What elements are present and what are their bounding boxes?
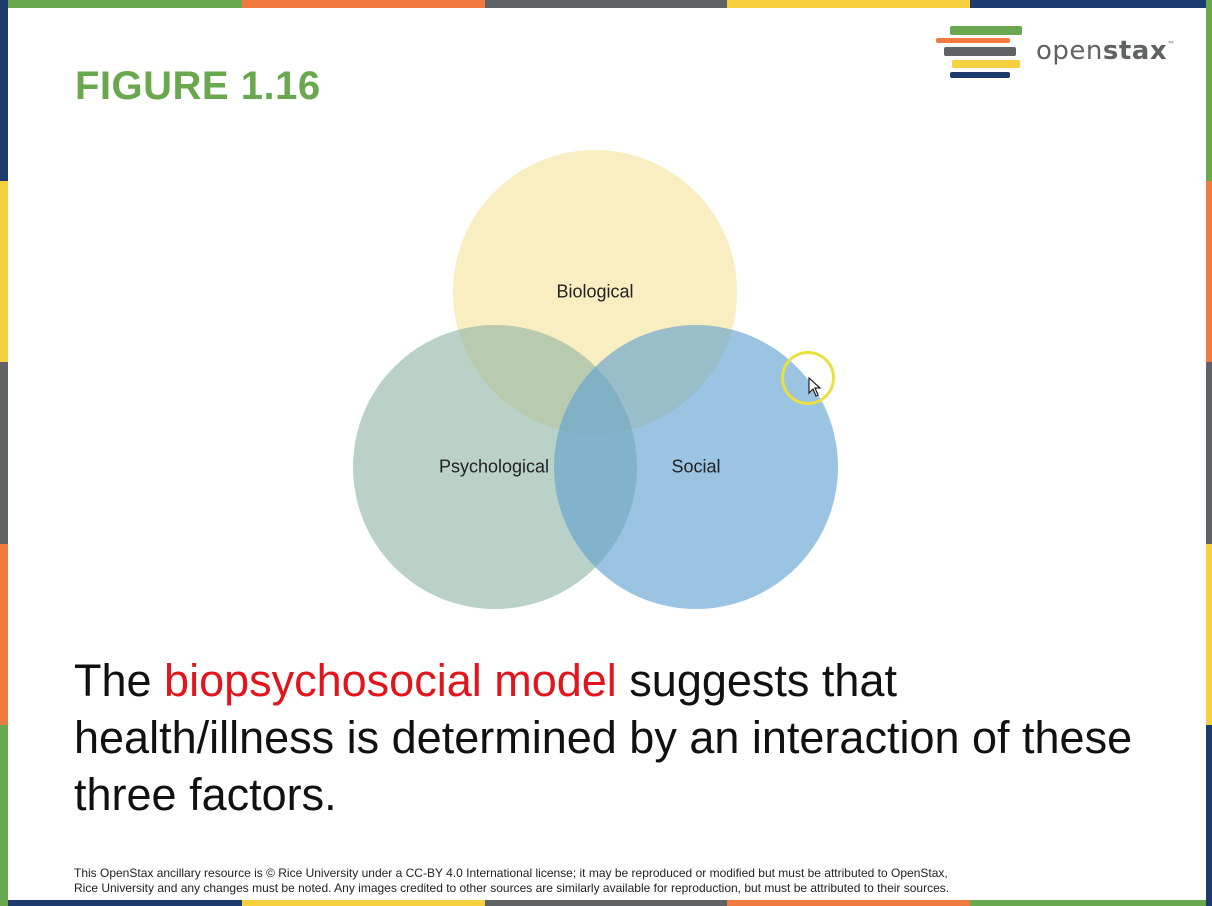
license-line-2: Rice University and any changes must be … <box>74 881 950 895</box>
license-notice: This OpenStax ancillary resource is © Ri… <box>74 866 1074 896</box>
left-border-stripe <box>0 0 8 906</box>
openstax-books-icon <box>936 26 1022 78</box>
right-border-stripe <box>1206 0 1212 906</box>
openstax-logo: openstax™ <box>936 24 1186 84</box>
license-line-1: This OpenStax ancillary resource is © Ri… <box>74 866 948 880</box>
bottom-border-stripe <box>0 900 1212 906</box>
venn-diagram: Biological Psychological Social <box>340 140 860 620</box>
mouse-pointer-icon <box>808 377 822 397</box>
social-circle <box>554 325 838 609</box>
psychological-circle <box>353 325 637 609</box>
social-label: Social <box>671 456 721 477</box>
psychological-label: Psychological <box>438 456 550 477</box>
venn-diagram-svg <box>353 150 838 609</box>
figure-title: FIGURE 1.16 <box>75 64 321 108</box>
caption-highlight-term: biopsychosocial model <box>164 655 617 706</box>
slide-caption: The biopsychosocial model suggests that … <box>74 655 1133 820</box>
biological-label: Biological <box>556 281 634 302</box>
logo-wordmark: openstax™ <box>1036 36 1176 66</box>
top-border-stripe <box>0 0 1212 8</box>
cursor-highlight-ring <box>781 351 835 405</box>
